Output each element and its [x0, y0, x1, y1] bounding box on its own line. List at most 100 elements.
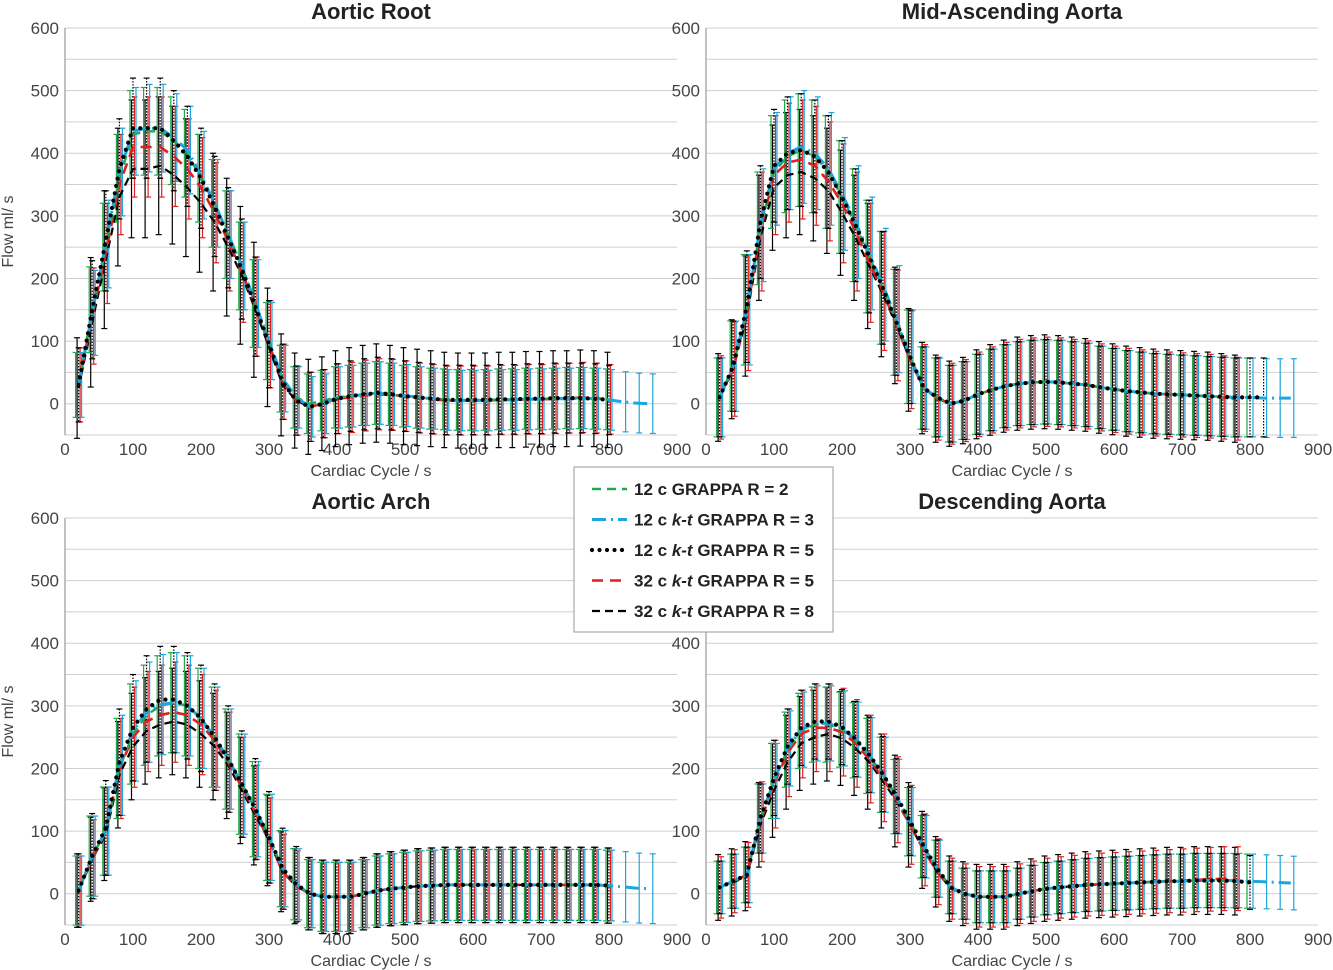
x-tick-label: 100: [760, 440, 788, 459]
x-tick-label: 600: [459, 440, 487, 459]
x-tick-label: 0: [701, 930, 710, 949]
x-tick-label: 500: [391, 930, 419, 949]
y-tick-label: 300: [31, 207, 59, 226]
x-tick-label: 800: [1236, 440, 1264, 459]
x-axis-label: Cardiac Cycle / s: [952, 463, 1073, 480]
series-line-kt3: [718, 145, 1291, 406]
x-tick-label: 500: [1032, 930, 1060, 949]
series-line-kt5_32: [77, 145, 610, 409]
x-tick-label: 100: [119, 440, 147, 459]
y-tick-label: 400: [31, 144, 59, 163]
y-tick-label: 300: [31, 697, 59, 716]
y-tick-label: 500: [672, 82, 700, 101]
x-tick-label: 300: [896, 440, 924, 459]
legend-box: [573, 466, 834, 633]
y-tick-label: 500: [31, 82, 59, 101]
x-tick-label: 200: [187, 440, 215, 459]
x-axis-label: Cardiac Cycle / s: [952, 953, 1073, 970]
y-tick-label: 400: [672, 634, 700, 653]
legend-label-part: 12 c: [634, 511, 672, 530]
series-line-kt5_32: [77, 710, 610, 899]
y-tick-label: 0: [50, 395, 59, 414]
y-tick-label: 0: [691, 395, 700, 414]
x-tick-label: 300: [896, 930, 924, 949]
plot-area: [713, 90, 1297, 447]
x-tick-label: 400: [323, 930, 351, 949]
y-tick-label: 100: [31, 332, 59, 351]
x-tick-label: 300: [255, 930, 283, 949]
x-tick-label: 0: [701, 440, 710, 459]
error-bars-kt5_12: [716, 683, 1253, 924]
error-bars-kt5_32: [718, 683, 1241, 928]
x-tick-label: 800: [595, 440, 623, 459]
legend-label-part: GRAPPA R = 3: [693, 511, 814, 530]
x-axis-label: Cardiac Cycle / s: [311, 463, 432, 480]
y-tick-label: 100: [672, 822, 700, 841]
x-tick-label: 700: [527, 930, 555, 949]
plot-area: [72, 77, 656, 455]
x-tick-label: 500: [391, 440, 419, 459]
x-tick-label: 600: [1100, 440, 1128, 459]
x-tick-label: 0: [60, 440, 69, 459]
legend-label: 12 c k-t GRAPPA R = 5: [634, 541, 814, 560]
error-bars-kt8: [715, 686, 1238, 930]
plot-area: [713, 683, 1297, 930]
x-tick-label: 900: [1304, 930, 1332, 949]
y-tick-label: 300: [672, 207, 700, 226]
x-tick-label: 100: [119, 930, 147, 949]
legend-label-part: 12 c: [634, 541, 672, 560]
chart-title: Descending Aorta: [918, 489, 1106, 514]
chart-title: Mid-Ascending Aorta: [902, 0, 1123, 24]
x-tick-label: 100: [760, 930, 788, 949]
series-line-kt5_12: [717, 719, 1253, 899]
x-tick-label: 200: [828, 930, 856, 949]
x-tick-label: 600: [1100, 930, 1128, 949]
legend-label-part: k-t: [672, 602, 694, 621]
legend-item: 12 c GRAPPA R = 2: [592, 480, 788, 499]
legend-label-part: 12 c GRAPPA R = 2: [634, 480, 788, 499]
x-tick-label: 800: [1236, 930, 1264, 949]
y-tick-label: 600: [31, 19, 59, 38]
error-bars-kt5_12: [75, 77, 612, 442]
legend-label-part: 32 c: [634, 572, 672, 591]
chart-title: Aortic Root: [311, 0, 431, 24]
y-tick-label: 0: [50, 885, 59, 904]
x-tick-label: 800: [595, 930, 623, 949]
y-tick-label: 0: [691, 885, 700, 904]
x-tick-label: 700: [1168, 440, 1196, 459]
legend-label-part: k-t: [672, 511, 694, 530]
plot-area: [72, 645, 656, 935]
legend-item: 12 c k-t GRAPPA R = 3: [592, 511, 814, 530]
y-tick-label: 600: [31, 509, 59, 528]
legend-label: 12 c GRAPPA R = 2: [634, 480, 788, 499]
y-tick-label: 200: [31, 759, 59, 778]
y-tick-label: 300: [672, 697, 700, 716]
x-tick-label: 400: [964, 930, 992, 949]
y-axis-label: Flow ml/ s: [0, 196, 17, 268]
y-tick-label: 200: [672, 759, 700, 778]
legend-label: 32 c k-t GRAPPA R = 5: [634, 572, 814, 591]
series-line-kt5_12: [76, 697, 612, 899]
chart-title: Aortic Arch: [312, 489, 431, 514]
series-line-kt8: [77, 720, 610, 898]
y-tick-label: 500: [31, 572, 59, 591]
legend-item: 12 c k-t GRAPPA R = 5: [589, 541, 814, 560]
x-tick-label: 400: [964, 440, 992, 459]
legend-item: 32 c k-t GRAPPA R = 5: [592, 572, 814, 591]
chart-panel-2: 0 100 200 300 400 500 600 0 100 200 300 400 500 600 70…: [672, 0, 1333, 480]
x-tick-label: 700: [1168, 930, 1196, 949]
x-tick-label: 300: [255, 440, 283, 459]
y-tick-label: 100: [672, 332, 700, 351]
series-line-kt5_12: [717, 148, 1266, 406]
y-tick-label: 400: [31, 634, 59, 653]
x-tick-label: 500: [1032, 440, 1060, 459]
x-tick-label: 700: [527, 440, 555, 459]
legend-label-part: GRAPPA R = 8: [693, 602, 814, 621]
x-tick-label: 600: [459, 930, 487, 949]
legend: 12 c GRAPPA R = 212 c k-t GRAPPA R = 312…: [573, 466, 834, 633]
gridlines: [65, 27, 677, 436]
chart-panel-4: 0100200300400500600010020030040050060070…: [672, 489, 1333, 970]
y-tick-label: 200: [672, 269, 700, 288]
